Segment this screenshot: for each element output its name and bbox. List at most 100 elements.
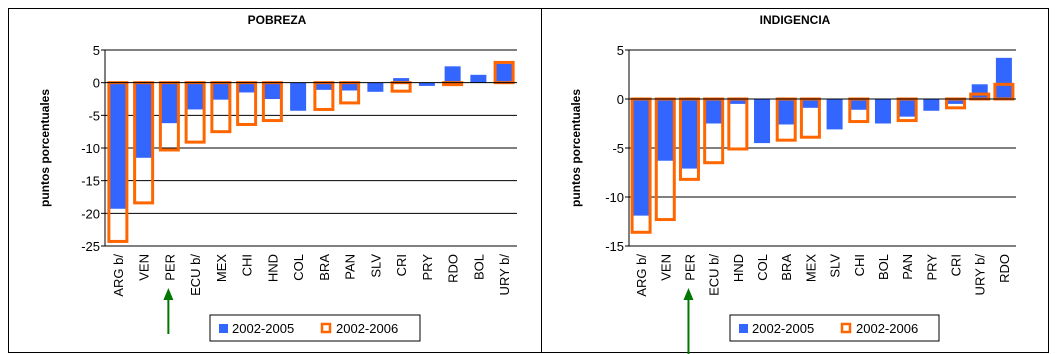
legend-label-2002-2006: 2002-2006: [856, 321, 918, 336]
pobreza-x-tick-label-slv: SLV: [368, 254, 383, 278]
pobreza-x-tick-label-per: PER: [162, 254, 177, 281]
indigencia-bar-2002-2005-bra: [778, 99, 795, 125]
indigencia-bar-2002-2005-chi: [850, 99, 867, 110]
indigencia-legend: 2002-2005 2002-2006: [729, 314, 940, 342]
indigencia-y-tick-label: -10: [605, 190, 624, 205]
pobreza-x-tick-label-cri: CRI: [394, 254, 409, 276]
indigencia-x-tick-label-rdo: RDO: [997, 254, 1012, 283]
indigencia-bar-2002-2005-arg-b: [633, 99, 650, 216]
pobreza-x-tick-label-bol: BOL: [471, 254, 486, 280]
pobreza-bar-2002-2005-ecu-b: [187, 82, 204, 110]
indigencia-x-tick-label-cri: CRI: [949, 254, 964, 276]
legend-swatch-2002-2006: [840, 322, 852, 334]
legend-label-2002-2005: 2002-2005: [232, 321, 294, 336]
legend-label-2002-2005: 2002-2005: [752, 321, 814, 336]
legend-box: [729, 314, 940, 342]
pobreza-x-tick-label-ury-b: URY b/: [497, 254, 512, 296]
indigencia-chart-panel: INDIGENCIA 5 0 -5 -10 -15 puntos porcentuales A…: [541, 8, 1049, 354]
pobreza-bar-2002-2005-mex: [212, 82, 229, 100]
pobreza-chart: POBREZA 5 0 -5 -10 -15 -20 -25 puntos porcentual…: [38, 13, 517, 342]
pobreza-x-tick-label-arg-b: ARG b/: [111, 254, 126, 297]
arrow-head: [163, 288, 174, 300]
pobreza-y-tick-label: -5: [88, 108, 100, 123]
pobreza-x-tick-label-pry: PRY: [420, 254, 435, 281]
pobreza-bar-2002-2005-col: [290, 82, 307, 111]
indigencia-x-tick-label-pan: PAN: [900, 254, 915, 280]
indigencia-bar-2002-2005-rdo: [995, 57, 1012, 99]
pobreza-bar-2002-2005-ven: [135, 82, 152, 158]
indigencia-bar-2002-2005-ecu-b: [705, 99, 722, 124]
indigencia-x-tick-label-bra: BRA: [779, 254, 794, 281]
legend-swatch-2002-2005: [219, 324, 228, 333]
indigencia-bar-2002-2005-hnd: [729, 99, 746, 104]
pobreza-bar-2002-2006-cri: [390, 81, 412, 93]
pobreza-y-tick-label: 5: [93, 43, 100, 58]
indigencia-bar-2002-2005-cri: [947, 99, 964, 104]
indigencia-bar-2002-2005-ven: [657, 99, 674, 161]
pobreza-y-tick-label: -10: [81, 141, 100, 156]
pobreza-bar-2002-2005-rdo: [444, 66, 461, 83]
pobreza-bar-2002-2005-hnd: [264, 82, 281, 99]
pobreza-bar-2002-2005-chi: [238, 82, 255, 93]
pobreza-x-tick-label-col: COL: [291, 254, 306, 281]
pobreza-x-tick-label-mex: MEX: [214, 254, 229, 283]
legend-swatch-2002-2005: [739, 324, 748, 333]
indigencia-bar-2002-2006-hnd: [727, 97, 749, 151]
pobreza-x-tick-label-rdo: RDO: [446, 254, 461, 283]
indigencia-x-tick-label-slv: SLV: [828, 254, 843, 278]
indigencia-bar-2002-2005-pry: [923, 99, 940, 111]
pobreza-bar-2002-2005-arg-b: [109, 82, 126, 209]
indigencia-bar-2002-2005-col: [754, 99, 771, 144]
pobreza-chart-panel: POBREZA 5 0 -5 -10 -15 -20 -25 puntos porcentual…: [8, 8, 541, 353]
indigencia-y-tick-label: -15: [605, 239, 624, 254]
pobreza-bar-2002-2005-ury-b: [496, 63, 513, 83]
pobreza-legend: 2002-2005 2002-2006: [209, 314, 421, 342]
indigencia-y-axis-title: puntos porcentuales: [569, 89, 583, 207]
indigencia-bar-2002-2005-per: [681, 99, 698, 169]
indigencia-x-tick-label-per: PER: [682, 254, 697, 281]
indigencia-y-tick-label: -5: [612, 141, 624, 156]
pobreza-x-tick-label-chi: CHI: [240, 254, 255, 276]
indigencia-x-tick-label-mex: MEX: [803, 254, 818, 283]
pobreza-bar-2002-2005-cri: [393, 78, 410, 83]
pobreza-bar-2002-2005-slv: [367, 82, 384, 92]
arrow-head: [683, 288, 694, 300]
indigencia-x-tick-label-pry: PRY: [924, 254, 939, 281]
legend-label-2002-2006: 2002-2006: [336, 321, 398, 336]
pobreza-x-tick-label-pan: PAN: [343, 254, 358, 280]
pobreza-x-tick-label-ven: VEN: [137, 254, 152, 281]
indigencia-bar-2002-2005-bol: [874, 99, 891, 124]
indigencia-bar-2002-2005-ury-b: [971, 84, 988, 99]
indigencia-chart-title: INDIGENCIA: [760, 13, 831, 27]
indigencia-bar-2002-2005-mex: [802, 99, 819, 108]
pobreza-y-tick-label: -25: [81, 239, 100, 254]
legend-swatch-2002-2006: [320, 322, 332, 334]
indigencia-x-tick-label-chi: CHI: [852, 254, 867, 276]
indigencia-x-tick-label-arg-b: ARG b/: [634, 254, 649, 297]
legend-box: [209, 314, 421, 342]
pobreza-y-tick-label: 0: [93, 76, 100, 91]
pobreza-bar-2002-2005-bol: [470, 74, 487, 83]
pobreza-x-tick-label-bra: BRA: [317, 254, 332, 281]
pobreza-bar-2002-2005-bra: [315, 82, 332, 90]
pobreza-chart-title: POBREZA: [248, 13, 307, 27]
indigencia-y-tick-label: 0: [617, 92, 624, 107]
pobreza-bar-2002-2005-pan: [341, 82, 358, 91]
indigencia-highlight-arrow: [683, 288, 694, 354]
indigencia-x-tick-label-ury-b: URY b/: [973, 254, 988, 296]
indigencia-x-tick-label-ven: VEN: [658, 254, 673, 281]
pobreza-y-axis-title: puntos porcentuales: [38, 89, 52, 207]
pobreza-x-tick-label-ecu-b: ECU b/: [188, 254, 203, 296]
indigencia-chart: INDIGENCIA 5 0 -5 -10 -15 puntos porcentuales A…: [569, 13, 1016, 354]
pobreza-y-tick-label: -15: [81, 174, 100, 189]
indigencia-bar-2002-2005-slv: [826, 99, 843, 130]
pobreza-bar-2002-2005-pry: [418, 82, 435, 86]
indigencia-bar-2002-2005-pan: [899, 99, 916, 117]
indigencia-x-tick-label-hnd: HND: [731, 254, 746, 282]
pobreza-y-tick-label: -20: [81, 206, 100, 221]
indigencia-x-tick-label-bol: BOL: [876, 254, 891, 280]
pobreza-highlight-arrow: [163, 288, 174, 334]
pobreza-bar-2002-2005-per: [161, 82, 178, 124]
indigencia-x-tick-label-ecu-b: ECU b/: [707, 254, 722, 296]
indigencia-x-tick-label-col: COL: [755, 254, 770, 281]
